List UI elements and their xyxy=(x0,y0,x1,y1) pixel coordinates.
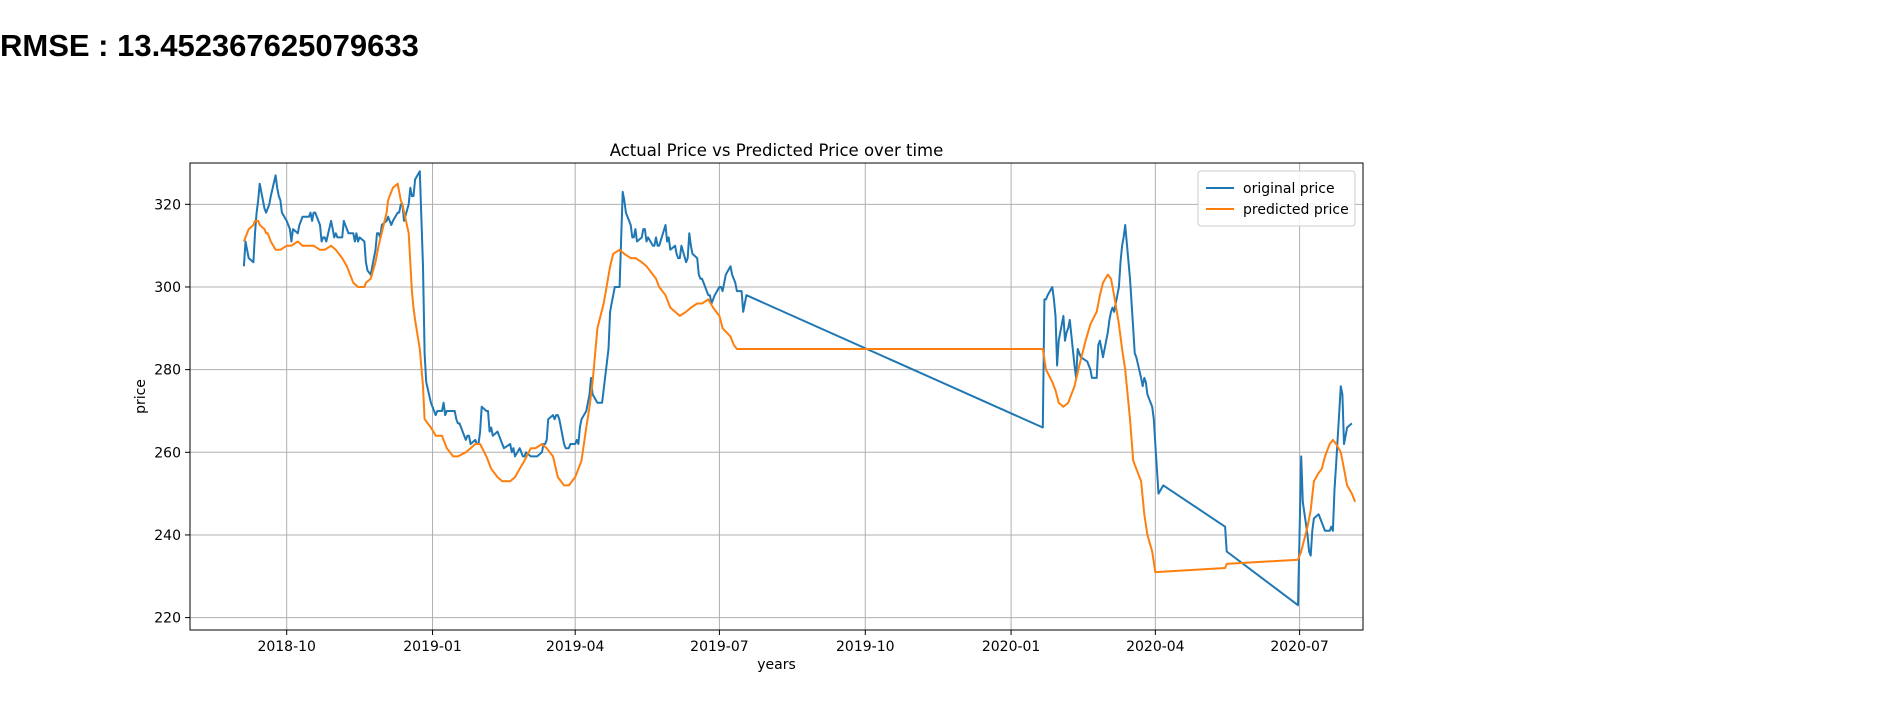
x-tick-label: 2020-07 xyxy=(1270,639,1329,655)
y-tick-label: 220 xyxy=(154,611,181,627)
series-line-1 xyxy=(242,170,1353,607)
plot-frame xyxy=(189,162,1364,631)
x-tick-label: 2019-10 xyxy=(836,639,895,655)
y-tick-label: 260 xyxy=(154,445,181,461)
y-tick-label: 320 xyxy=(154,197,181,213)
x-tick-label: 2018-10 xyxy=(257,639,316,655)
y-tick-label: 300 xyxy=(154,280,181,296)
rmse-heading: RMSE : 13.452367625079633 xyxy=(0,28,419,63)
legend-box xyxy=(1197,170,1356,227)
legend-label-1: original price xyxy=(1243,181,1335,197)
y-tick-label: 240 xyxy=(154,528,181,544)
y-axis-label: price xyxy=(133,379,149,414)
legend: original price predicted price xyxy=(1197,170,1356,227)
grid-lines xyxy=(190,163,1363,630)
x-tick-label: 2020-04 xyxy=(1126,639,1185,655)
series-lines xyxy=(242,170,1357,607)
x-tick-label: 2019-04 xyxy=(546,639,605,655)
axis-ticks: 2018-10 2019-01 2019-04 2019-07 2019-10 2020-… xyxy=(154,197,1329,655)
x-axis-label: years xyxy=(757,657,796,673)
series-line-2 xyxy=(242,182,1357,574)
y-tick-label: 280 xyxy=(154,363,181,379)
legend-label-2: predicted price xyxy=(1243,202,1349,218)
x-tick-label: 2019-01 xyxy=(403,639,462,655)
x-tick-label: 2019-07 xyxy=(690,639,749,655)
x-tick-label: 2020-01 xyxy=(982,639,1041,655)
chart-title: Actual Price vs Predicted Price over tim… xyxy=(610,141,944,160)
